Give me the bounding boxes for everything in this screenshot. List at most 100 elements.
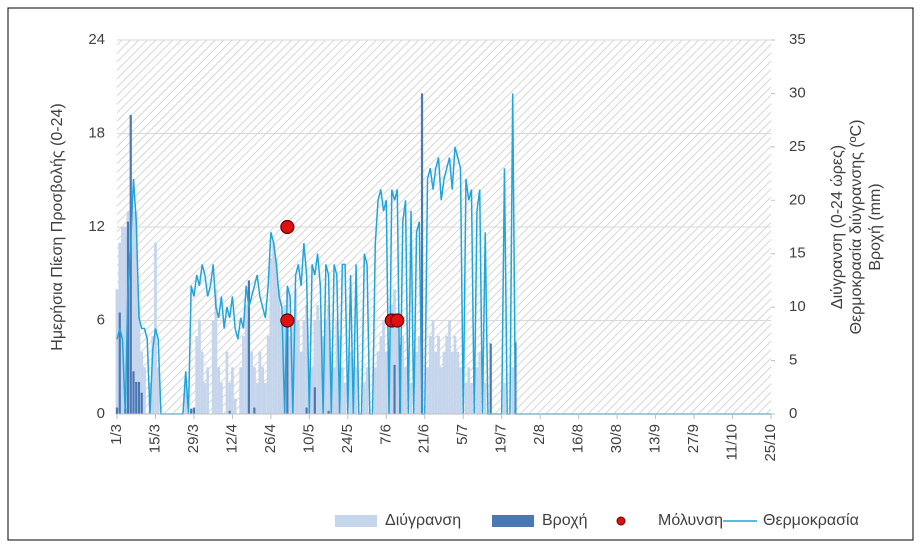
marks (115, 93, 771, 415)
y2-axis-title: Βροχή (mm) (867, 183, 884, 270)
bar (258, 351, 262, 414)
x-tick-label: 25/10 (762, 424, 779, 462)
point (280, 313, 295, 328)
bar (115, 407, 119, 414)
x-tick-label: 13/9 (647, 424, 664, 453)
bar (184, 382, 188, 414)
bar (459, 367, 462, 414)
bar (132, 211, 135, 414)
bar (393, 289, 396, 414)
bar (327, 410, 330, 414)
bar (134, 211, 138, 414)
bar (373, 367, 377, 414)
bar (233, 398, 237, 414)
y2-tick-label: 35 (789, 31, 806, 48)
bar (154, 242, 157, 414)
x-tick-label: 29/3 (185, 424, 202, 453)
y2-tick-label: 30 (789, 84, 806, 101)
bar (261, 367, 265, 414)
bar (190, 408, 193, 414)
bar (483, 382, 487, 414)
bar (428, 336, 432, 414)
bar (137, 304, 141, 414)
bar (299, 351, 303, 414)
bar (332, 367, 336, 414)
bar (324, 320, 328, 414)
bar (335, 320, 339, 414)
y-tick-label: 6 (97, 311, 105, 328)
bar (143, 367, 146, 414)
bar (288, 336, 292, 414)
bar (203, 382, 207, 414)
bar (470, 382, 473, 414)
y-tick-label: 12 (88, 218, 105, 235)
y-tick-label: 24 (88, 31, 105, 48)
x-tick-label: 19/7 (493, 424, 510, 453)
x-tick-label: 30/8 (608, 424, 625, 453)
bar (379, 336, 383, 414)
x-tick-label: 24/5 (339, 424, 356, 453)
bar (376, 351, 380, 414)
bar (272, 242, 276, 414)
y2-tick-label: 15 (789, 245, 806, 262)
bar (450, 351, 454, 414)
y2-tick-label: 5 (789, 352, 797, 369)
bar (211, 320, 215, 414)
bar (349, 351, 352, 414)
bar (439, 367, 443, 414)
legend-swatch (616, 516, 626, 526)
legend-label: Βροχή (542, 512, 588, 529)
bar (404, 367, 407, 414)
bar (280, 320, 284, 414)
bar (456, 351, 460, 414)
bar (390, 304, 394, 414)
y2-axis-title: Θερμοκρασία διύγρανσης (ºC) (848, 120, 865, 335)
bar (362, 382, 366, 414)
y2-tick-label: 20 (789, 191, 806, 208)
y-tick-label: 0 (97, 405, 105, 422)
legend-swatch (335, 515, 377, 527)
bar (354, 367, 358, 414)
x-tick-label: 2/8 (531, 424, 548, 445)
bar (395, 320, 399, 414)
bar (140, 392, 143, 414)
bar (118, 312, 121, 414)
bar (123, 227, 127, 414)
x-tick-label: 7/6 (377, 424, 394, 445)
bar (264, 382, 267, 414)
bar (382, 320, 385, 414)
bar (275, 258, 278, 414)
bar (135, 381, 138, 414)
bar (291, 320, 295, 414)
bar (294, 289, 297, 414)
legend-label: Μόλυνση (658, 512, 723, 529)
bar (431, 320, 435, 414)
bar (228, 382, 232, 414)
bar (115, 289, 119, 414)
bar (343, 382, 347, 414)
bar (464, 382, 468, 414)
bar (437, 336, 440, 414)
bar (283, 304, 286, 414)
y2-axis-title: Διύγρανση (0-24 ώρες) (829, 145, 846, 309)
bar (401, 336, 405, 414)
bar (426, 367, 429, 414)
bar (266, 336, 270, 414)
bar (296, 320, 300, 414)
bar (489, 343, 492, 414)
bar (302, 320, 306, 414)
y2-tick-label: 0 (789, 405, 797, 422)
bar (467, 367, 471, 414)
bar (420, 93, 424, 414)
bar (140, 351, 144, 414)
bar (250, 351, 254, 414)
axes: 0 6 12 18 24 0 5 10 15 20 25 30 35 1/3 15/3 29/3 12/4 26/… (88, 31, 805, 462)
bar (198, 320, 201, 414)
bar (242, 336, 245, 414)
bar (255, 382, 259, 414)
bar (305, 304, 308, 414)
bar (384, 351, 388, 414)
y-axis-title: Ημερήσια Πίεση Προσβολής (0-24) (49, 103, 66, 350)
